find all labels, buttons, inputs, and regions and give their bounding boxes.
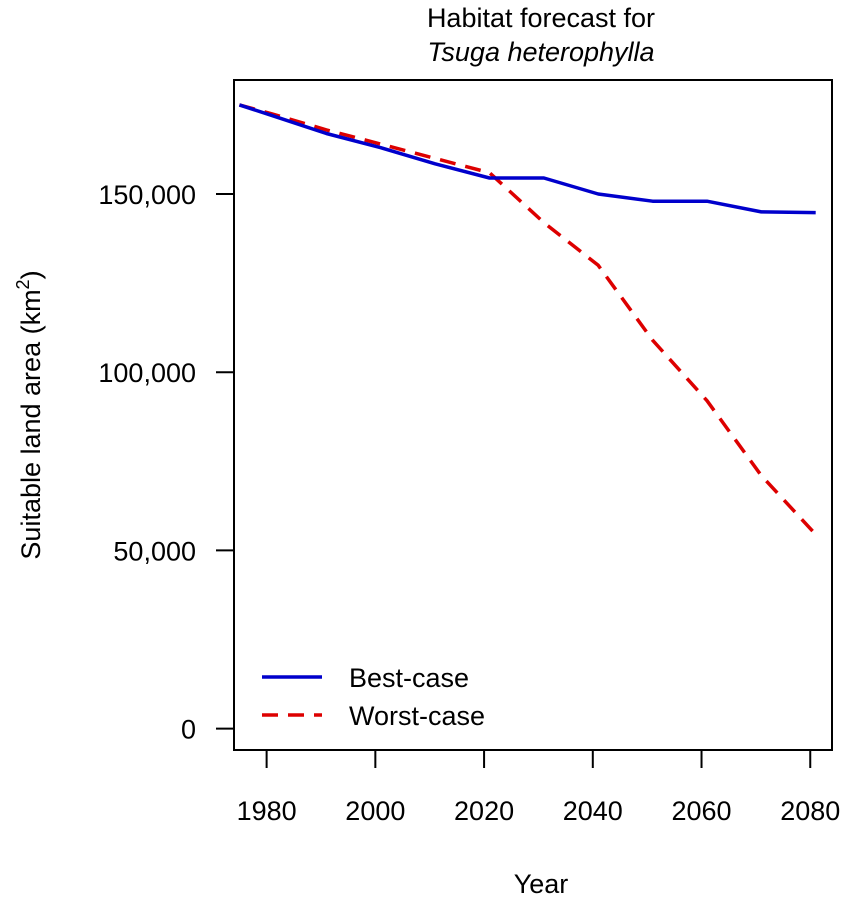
- series-line-worst-case: [238, 103, 817, 536]
- series-line-best-case: [238, 103, 816, 215]
- x-tick-label-1980: 1980: [237, 796, 297, 826]
- legend-label-worst-case: Worst-case: [349, 701, 485, 731]
- y-tick-label-150000: 150,000: [98, 180, 196, 210]
- y-axis-title-main: Suitable land area (km: [16, 289, 46, 559]
- chart-title: Habitat forecast for: [427, 3, 655, 33]
- x-axis: 1980 2000 2020 2040 2060 2080: [237, 750, 840, 826]
- y-axis-title: Suitable land area (km2): [13, 270, 46, 559]
- y-axis-title-close: ): [16, 270, 46, 279]
- y-tick-label-0: 0: [181, 715, 196, 745]
- y-tick-label-100000: 100,000: [98, 358, 196, 388]
- x-axis-title: Year: [514, 869, 569, 898]
- legend-label-best-case: Best-case: [349, 663, 469, 693]
- x-tick-label-2020: 2020: [454, 796, 514, 826]
- x-tick-label-2000: 2000: [345, 796, 405, 826]
- y-tick-label-50000: 50,000: [113, 536, 196, 566]
- y-axis-title-superscript: 2: [13, 279, 33, 289]
- chart-subtitle: Tsuga heterophylla: [427, 37, 654, 67]
- x-tick-label-2060: 2060: [671, 796, 731, 826]
- x-tick-label-2040: 2040: [563, 796, 623, 826]
- x-tick-label-2080: 2080: [780, 796, 840, 826]
- series-layer: [238, 103, 817, 536]
- legend: Best-case Worst-case: [262, 663, 485, 731]
- y-axis: 0 50,000 100,000 150,000: [98, 180, 234, 745]
- plot-frame: [233, 79, 833, 751]
